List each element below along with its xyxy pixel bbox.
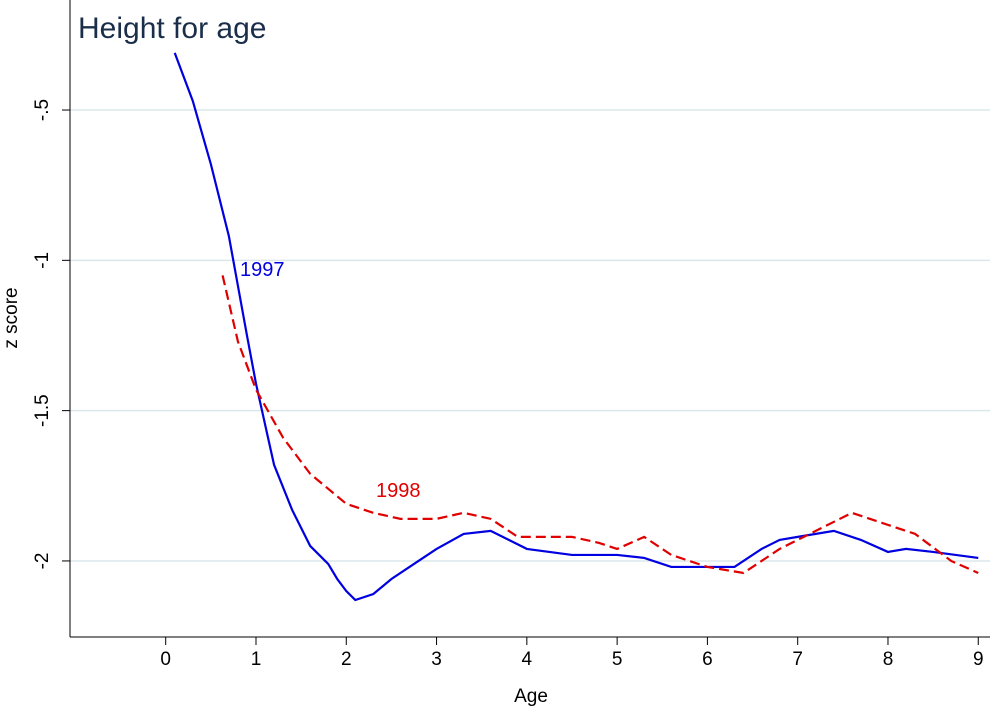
y-tick-label: -1.5 <box>32 394 53 427</box>
series-line <box>173 52 979 602</box>
y-axis-label: z score <box>1 287 22 348</box>
series-label: 1997 <box>240 259 285 281</box>
x-tick-label: 5 <box>612 649 623 670</box>
x-tick-label: 2 <box>341 649 352 670</box>
x-tick-label: 7 <box>792 649 803 670</box>
x-tick-label: 8 <box>883 649 894 670</box>
x-tick-label: 0 <box>160 649 171 670</box>
y-tick-label: -1 <box>32 252 53 269</box>
x-tick-label: 6 <box>702 649 713 670</box>
series-line <box>221 275 979 575</box>
x-tick-label: 1 <box>251 649 262 670</box>
y-tick-label: -2 <box>32 552 53 569</box>
x-tick-label: 4 <box>522 649 533 670</box>
x-tick-label: 9 <box>973 649 984 670</box>
chart-title: Height for age <box>78 12 266 45</box>
series-label: 1998 <box>376 480 421 502</box>
y-tick-label: -.5 <box>32 99 53 121</box>
x-tick-label: 3 <box>431 649 442 670</box>
x-axis-label: Age <box>514 686 548 707</box>
